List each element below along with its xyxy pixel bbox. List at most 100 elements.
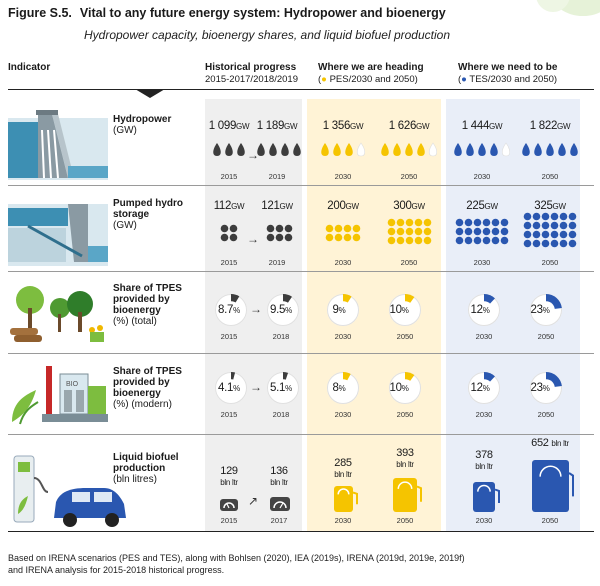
hydro-year-2030-heading: 2030 — [334, 172, 352, 181]
droplet-icon — [558, 143, 566, 156]
biofuel-year-2015: 2015 — [220, 516, 238, 525]
dot — [229, 224, 238, 233]
dot — [423, 236, 431, 245]
droplet-group — [321, 142, 366, 157]
header-historical: Historical progress 2015-2017/2018/2019 — [205, 62, 298, 86]
dot — [541, 221, 550, 230]
fuel-pump-icon — [531, 460, 574, 512]
pump-hose — [352, 491, 358, 505]
biofuel-year-2030-heading: 2030 — [334, 516, 352, 525]
droplet-icon — [428, 142, 438, 157]
row-bio-modern-name: Share of TPES provided by bioenergy — [113, 366, 182, 399]
droplet-icon — [333, 143, 341, 156]
source-note-line2: and IRENA analysis for 2015-2018 histori… — [8, 565, 225, 575]
biomodern-year-2015: 2015 — [220, 410, 238, 419]
header-need: Where we need to be (● TES/2030 and 2050… — [458, 62, 557, 86]
dot — [473, 218, 482, 227]
dot — [482, 218, 491, 227]
droplet-icon — [534, 143, 542, 156]
dot — [559, 230, 568, 239]
dot — [414, 227, 422, 236]
row-pumped-name: Pumped hydro storage — [113, 198, 184, 220]
dot — [568, 221, 577, 230]
dot — [523, 221, 532, 230]
dot-grid — [220, 224, 238, 242]
biototal-year-2018: 2018 — [272, 332, 290, 341]
biototal-heading-2050: 10% — [389, 304, 409, 316]
row-separator — [8, 434, 594, 435]
dot — [396, 227, 404, 236]
hydro-need-2050: 1 822GW — [529, 120, 571, 132]
dot — [482, 236, 491, 245]
row-pumped-label: Pumped hydro storage (GW) — [113, 198, 193, 231]
droplet-icon — [454, 143, 462, 156]
dot — [352, 233, 361, 242]
gauge-icon — [220, 499, 238, 511]
dot — [500, 236, 509, 245]
dot — [387, 236, 395, 245]
share-pie — [267, 372, 299, 404]
dot — [343, 233, 352, 242]
dot — [220, 233, 229, 242]
dot — [343, 224, 352, 233]
droplet-group — [213, 143, 245, 156]
biomodern-year-2030-need: 2030 — [475, 410, 493, 419]
dot — [387, 218, 395, 227]
pump-gauge — [336, 488, 350, 495]
fuel-pump-icon — [473, 482, 500, 512]
pumped-heading-2030: 200GW — [327, 200, 359, 212]
droplet-icon — [417, 143, 425, 156]
dot — [423, 227, 431, 236]
pumped-hist-arrow: → — [247, 232, 259, 246]
droplet-icon — [225, 143, 233, 156]
dot — [266, 224, 274, 233]
dot — [464, 218, 473, 227]
row-bio-modern-unit: (%) (modern) — [113, 399, 172, 410]
biofuel-need-2030: 378 bln ltr — [475, 449, 493, 472]
droplet-icon — [321, 143, 329, 156]
header-need-sub: (● TES/2030 and 2050) — [458, 74, 558, 85]
dot — [229, 233, 238, 242]
pumped-year-2030-heading: 2030 — [334, 258, 352, 267]
dot — [455, 236, 464, 245]
biomodern-heading-2050: 10% — [389, 382, 409, 394]
dot — [396, 218, 404, 227]
row-biofuel-unit: (bln litres) — [113, 474, 157, 485]
droplet-icon — [501, 142, 511, 157]
pump-gauge — [538, 465, 562, 477]
dot — [532, 212, 541, 221]
dot — [491, 227, 500, 236]
row-hydropower-name: Hydropower — [113, 114, 172, 125]
dot — [559, 239, 568, 248]
biofuel-hist-arrow: ↗ — [247, 494, 259, 508]
biomodern-hist-2018: 5.1% — [270, 382, 292, 394]
pie-hole — [222, 301, 240, 319]
droplet-icon — [570, 143, 578, 156]
dot — [550, 212, 559, 221]
biomodern-need-2030: 12% — [470, 382, 490, 394]
dot-grid — [523, 212, 577, 248]
droplet-group — [454, 142, 511, 157]
header-rule — [8, 89, 594, 90]
dot — [482, 227, 491, 236]
row-separator — [8, 531, 594, 532]
dot — [500, 218, 509, 227]
biomodern-year-2030-heading: 2030 — [334, 410, 352, 419]
biototal-hist-2018: 9.5% — [270, 304, 292, 316]
dot — [414, 236, 422, 245]
dot — [550, 221, 559, 230]
row-hydropower-label: Hydropower (GW) — [113, 114, 171, 136]
droplet-group — [381, 142, 438, 157]
share-pie — [267, 294, 299, 326]
dot — [396, 236, 404, 245]
dot — [541, 212, 550, 221]
pie-hole — [396, 379, 414, 397]
corner-decoration-small — [536, 0, 570, 12]
source-note: Based on IRENA scenarios (PES and TES), … — [8, 552, 588, 576]
hydro-year-2030-need: 2030 — [473, 172, 491, 181]
biofuel-heading-2030: 285 bln ltr — [334, 457, 352, 480]
droplet-icon — [213, 143, 221, 156]
biofuel-hist-2017: 136 bln ltr — [270, 465, 288, 488]
row-bio-total-name: Share of TPES provided by bioenergy — [113, 283, 182, 316]
header-historical-title: Historical progress — [205, 62, 297, 73]
